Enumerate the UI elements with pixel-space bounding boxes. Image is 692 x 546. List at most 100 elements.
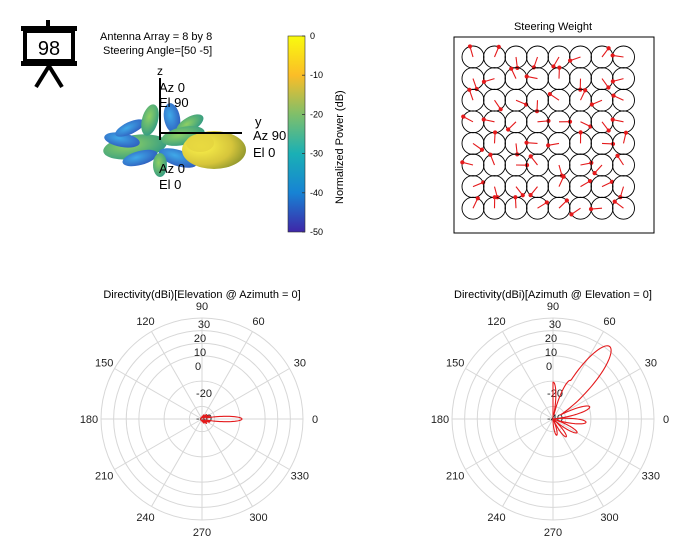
polar-spoke (502, 418, 554, 507)
polar-angle-label: 60 (252, 316, 264, 328)
polar-elevation-chart: Directivity(dBi)[Elevation @ Azimuth = 0… (80, 289, 318, 539)
weight-phasor-tip (561, 174, 566, 179)
weight-phasor-tip (546, 143, 551, 148)
pattern-3d-panel: Antenna Array = 8 by 8 Steering Angle=[5… (100, 31, 346, 237)
polar-angle-label: 300 (249, 512, 267, 524)
weight-circle (612, 196, 635, 220)
polar-spoke (552, 368, 641, 420)
polar-angle-label: 0 (663, 414, 669, 426)
polar-angle-label: 180 (80, 414, 98, 426)
polar-angle-label: 90 (547, 301, 559, 313)
polar-radial-label: 30 (198, 319, 210, 331)
polar-spoke (201, 418, 290, 470)
polar-angle-label: 150 (95, 358, 113, 370)
polar-angle-label: 210 (95, 471, 113, 483)
polar-angle-label: 240 (136, 512, 154, 524)
x-axis-az: Az 0 (159, 161, 185, 176)
weight-phasor-tip (513, 195, 518, 200)
colorbar-tick-label: -50 (310, 227, 323, 237)
presentation-board-icon: 98 (21, 20, 77, 89)
weight-phasor-tip (498, 107, 503, 112)
polar-angle-label: 240 (487, 512, 505, 524)
weight-phasor-tip (492, 130, 498, 135)
polar-spoke (465, 368, 554, 420)
weight-phasor-tip (467, 44, 473, 49)
weight-phasor-tip (496, 44, 501, 49)
polar-spoke (201, 368, 290, 420)
polar-angle-label: 150 (446, 358, 464, 370)
weight-phasor-tip (587, 178, 593, 184)
polar-angle-label: 30 (645, 358, 657, 370)
weight-phasor-tip (589, 102, 594, 107)
weight-phasor-tip (610, 141, 616, 147)
polar-radial-label: 20 (194, 333, 206, 345)
colorbar-tick-label: -30 (310, 149, 323, 159)
x-axis-el: El 0 (159, 177, 181, 192)
weight-phasor-tip (610, 79, 615, 84)
colorbar-label: Normalized Power (dB) (334, 90, 346, 204)
weight-phasor-tip (488, 152, 493, 157)
polar-spoke (151, 331, 203, 420)
weight-phasor-tip (524, 74, 529, 79)
weight-phasor-tip (606, 85, 611, 90)
weight-phasor-tip (506, 127, 511, 132)
weight-phasor-tip (481, 79, 487, 84)
polar-angle-label: 120 (136, 316, 154, 328)
weight-phasor-tip (467, 87, 472, 92)
polar-spoke (114, 368, 203, 420)
polar-angle-label: 30 (294, 358, 306, 370)
y-axis-label: y (255, 114, 262, 129)
weight-phasor-tip (606, 46, 611, 51)
polar-spoke (151, 418, 203, 507)
weight-phasor-tip (610, 117, 615, 122)
weight-phasor-tip (481, 117, 486, 122)
weight-circle (526, 196, 549, 220)
polar-angle-label: 210 (446, 471, 464, 483)
weight-phasor-tip (460, 160, 465, 165)
polar-angle-label: 120 (487, 316, 505, 328)
weight-phasor-tip (588, 206, 594, 212)
polar-radial-label: 30 (549, 319, 561, 331)
z-axis-el: El 90 (159, 95, 189, 110)
weight-phasor-tip (623, 130, 629, 135)
directivity-curve (552, 345, 612, 438)
polar-elevation-title: Directivity(dBi)[Elevation @ Azimuth = 0… (103, 289, 300, 301)
weight-circle (547, 196, 571, 220)
weight-phasor-tip (612, 199, 617, 204)
polar-angle-label: 90 (196, 301, 208, 313)
directivity-curve (199, 414, 243, 424)
polar-angle-label: 270 (544, 527, 562, 539)
colorbar-ticks: 0 -10 -20 -30 -40 -50 (302, 31, 323, 237)
polar-angle-label: 60 (603, 316, 615, 328)
polar-radial-label: -20 (196, 388, 212, 400)
badge-number: 98 (38, 38, 60, 60)
weight-phasor-tip (492, 195, 497, 200)
weight-phasor-tip (567, 119, 573, 124)
array-info-line-2: Steering Angle=[50 -5] (103, 45, 212, 57)
polar-spoke (552, 418, 641, 470)
polar-azimuth-chart: Directivity(dBi)[Azimuth @ Elevation = 0… (431, 289, 669, 539)
weight-phasor-tip (569, 212, 574, 217)
weight-phasor-tip (583, 88, 588, 93)
colorbar-tick-label: -40 (310, 188, 323, 198)
weight-phasor-tip (528, 193, 533, 198)
steering-weight-panel: Steering Weight (453, 21, 655, 234)
polar-spoke (465, 418, 554, 470)
array-info-line-1: Antenna Array = 8 by 8 (100, 31, 212, 43)
weight-phasor-tip (592, 171, 597, 176)
weight-phasor-tip (544, 200, 549, 205)
polar-spoke (552, 331, 604, 420)
polar-angle-label: 180 (431, 414, 449, 426)
weight-phasor-tip (610, 53, 615, 58)
weight-phasor-tip (615, 153, 620, 158)
z-axis-label: z (157, 64, 163, 78)
polar-radial-label: 20 (545, 333, 557, 345)
polar-angle-label: 330 (642, 471, 660, 483)
polar-radial-label: 0 (546, 361, 552, 373)
weight-phasor-tip (461, 114, 466, 119)
polar-spoke (201, 331, 253, 420)
polar-angle-label: 330 (291, 471, 309, 483)
steering-weight-grid (460, 44, 635, 220)
polar-spoke (201, 418, 253, 507)
